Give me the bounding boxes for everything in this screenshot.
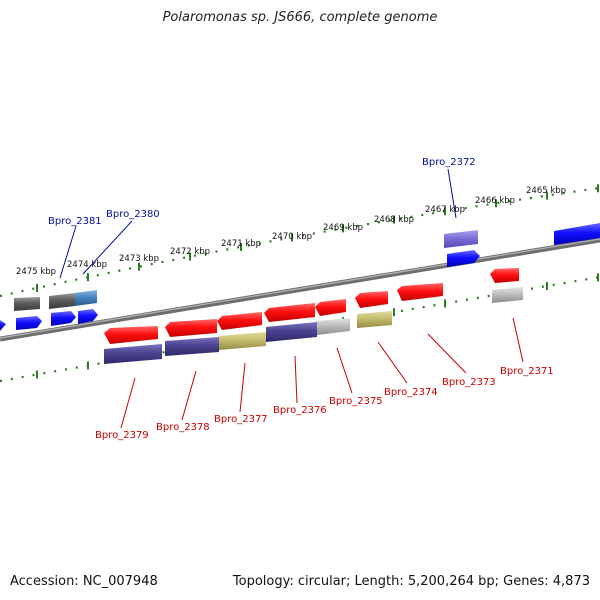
gene-arrow-bpro-2372[interactable]	[444, 230, 478, 248]
gene-arrow-bpro-2381[interactable]	[49, 293, 75, 309]
leader-line	[181, 370, 197, 421]
gene-arrow-bpro-2374[interactable]	[357, 311, 392, 328]
gene-arrow[interactable]	[397, 283, 443, 301]
leader-line	[294, 355, 298, 404]
gene-arrow[interactable]	[14, 297, 40, 311]
gene-label-bpro-2374[interactable]: Bpro_2374	[384, 387, 438, 398]
gene-label-bpro-2375[interactable]: Bpro_2375	[329, 396, 383, 407]
leader-line	[336, 347, 353, 394]
gene-arrow[interactable]	[51, 311, 76, 326]
gene-label-bpro-2372[interactable]: Bpro_2372	[422, 157, 476, 168]
leader-line	[427, 333, 467, 374]
kbp-label-2466: 2466 kbp	[475, 196, 515, 206]
gene-arrow-bpro-2380[interactable]	[75, 290, 97, 306]
gene-label-bpro-2373[interactable]: Bpro_2373	[442, 377, 496, 388]
gene-arrow[interactable]	[0, 320, 6, 331]
kbp-label-2469: 2469 kbp	[323, 223, 363, 233]
gene-label-bpro-2371[interactable]: Bpro_2371	[500, 366, 554, 377]
gene-arrow-bpro-2379[interactable]	[104, 344, 162, 364]
forward-strand-genes	[0, 223, 600, 331]
leader-line	[512, 317, 524, 363]
leader-line	[59, 225, 77, 279]
gene-arrow[interactable]	[554, 223, 600, 245]
kbp-label-2465: 2465 kbp	[526, 186, 566, 196]
gene-label-bpro-2377[interactable]: Bpro_2377	[214, 414, 268, 425]
gene-arrow-bpro-2371[interactable]	[492, 287, 523, 303]
kbp-label-2468: 2468 kbp	[374, 215, 414, 225]
gene-arrow-bpro-2376[interactable]	[266, 322, 317, 342]
gene-label-bpro-2380[interactable]: Bpro_2380	[106, 209, 160, 220]
gene-arrow[interactable]	[165, 319, 217, 337]
kbp-label-2471: 2471 kbp	[221, 239, 261, 249]
gene-arrow[interactable]	[104, 326, 158, 344]
leader-line	[377, 341, 408, 384]
gene-label-bpro-2379[interactable]: Bpro_2379	[95, 430, 149, 441]
kbp-label-2470: 2470 kbp	[272, 232, 312, 242]
accession-text: Accession: NC_007948	[10, 574, 158, 589]
map-title: Polaromonas sp. JS666, complete genome	[162, 10, 438, 25]
gene-arrow[interactable]	[315, 299, 346, 316]
gene-arrow-bpro-2378[interactable]	[165, 337, 219, 356]
leader-line	[239, 362, 246, 413]
kbp-label-2475: 2475 kbp	[16, 267, 56, 277]
gene-label-bpro-2381[interactable]: Bpro_2381	[48, 216, 102, 227]
leader-line	[82, 220, 133, 275]
gene-arrow[interactable]	[447, 250, 480, 267]
gene-arrow-bpro-2375[interactable]	[317, 318, 350, 335]
gene-arrow[interactable]	[264, 303, 315, 322]
kbp-label-2467: 2467 kbp	[425, 205, 465, 215]
genome-backbone-highlight	[0, 238, 600, 339]
kbp-label-2474: 2474 kbp	[67, 260, 107, 270]
kbp-label-2473: 2473 kbp	[119, 254, 159, 264]
gene-label-bpro-2378[interactable]: Bpro_2378	[156, 422, 210, 433]
gene-arrow[interactable]	[355, 291, 388, 308]
gene-label-bpro-2376[interactable]: Bpro_2376	[273, 405, 327, 416]
kbp-label-2472: 2472 kbp	[170, 247, 210, 257]
gene-arrow[interactable]	[16, 316, 42, 330]
gene-arrow-bpro-2377[interactable]	[219, 332, 266, 350]
genome-stats-text: Topology: circular; Length: 5,200,264 bp…	[232, 574, 590, 589]
gene-arrow[interactable]	[490, 268, 519, 283]
gene-arrow[interactable]	[217, 312, 262, 330]
leader-line	[447, 168, 457, 219]
leader-line	[120, 377, 136, 429]
forward-gene-labels: Bpro_2381 Bpro_2380 Bpro_2372	[48, 157, 476, 279]
gene-arrow[interactable]	[78, 309, 98, 324]
reverse-gene-labels: Bpro_2379 Bpro_2378 Bpro_2377 Bpro_2376 …	[95, 317, 554, 441]
reverse-strand-genes	[104, 268, 523, 364]
